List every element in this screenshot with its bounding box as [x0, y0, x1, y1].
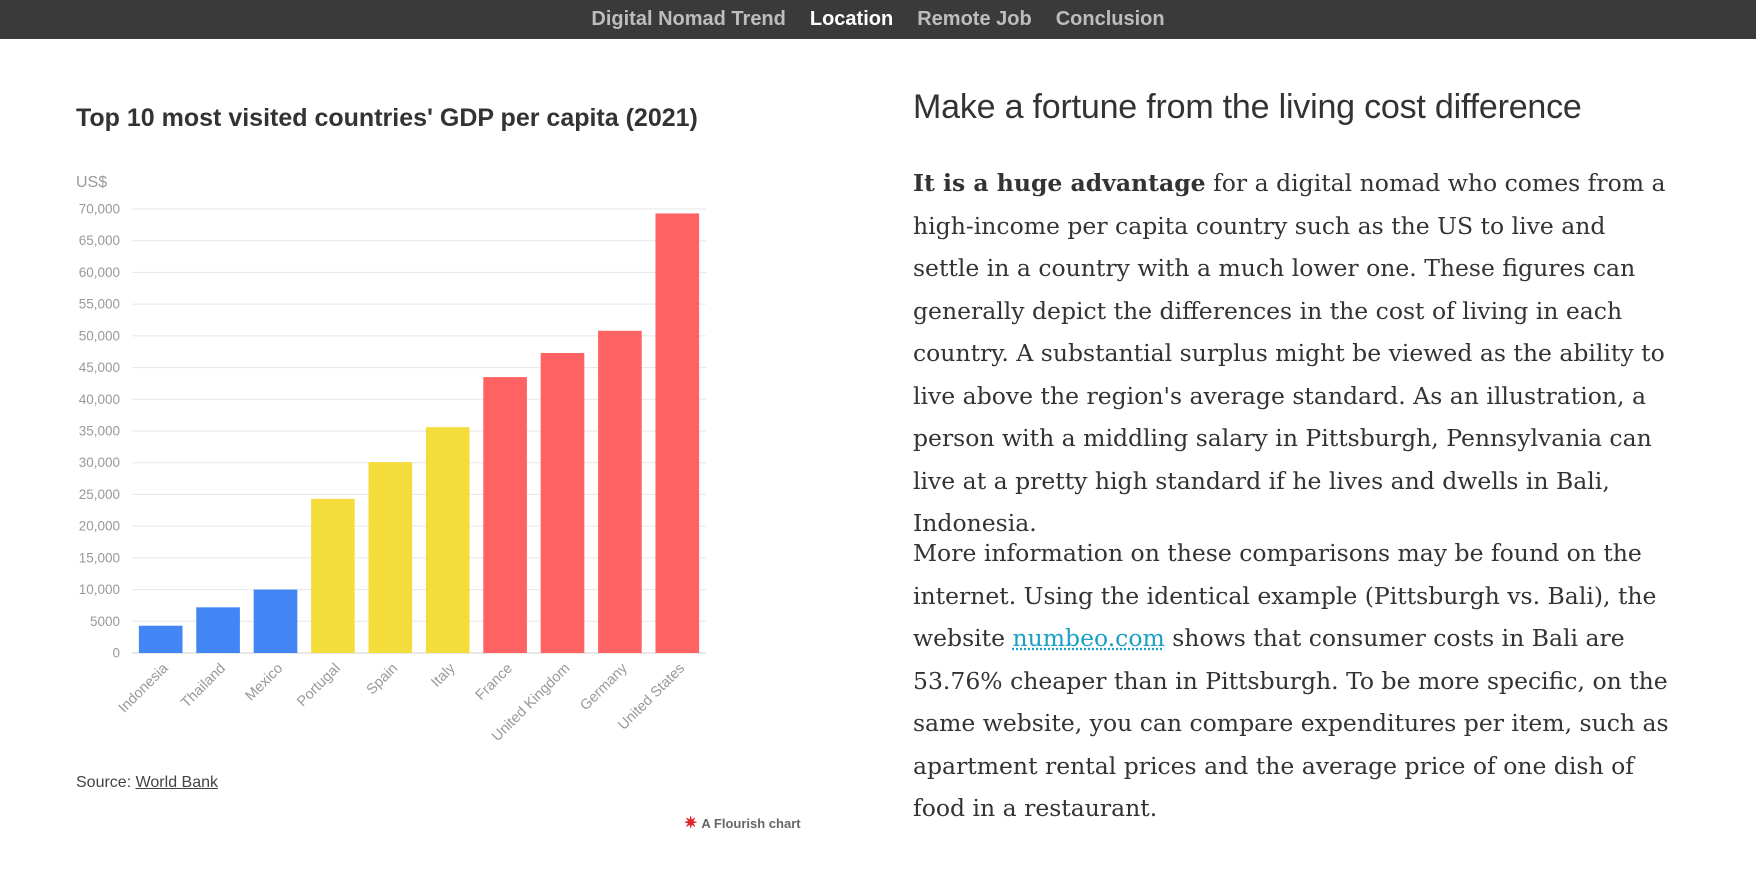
x-tick-label: Mexico: [243, 661, 287, 705]
article-heading: Make a fortune from the living cost diff…: [913, 88, 1582, 126]
gdp-bar-chart: US$ 0 5000 10,000 15,000 20,000 25,000 30,000 3…: [76, 174, 706, 745]
x-tick-label: Spain: [364, 661, 402, 699]
bar[interactable]: [483, 377, 527, 653]
y-tick-label: 55,000: [79, 297, 120, 312]
paragraph-1-text: for a digital nomad who comes from a hig…: [913, 169, 1666, 537]
paragraph-2-text-before: More information on these comparisons ma…: [913, 539, 1657, 652]
x-tick-label: Thailand: [178, 661, 229, 712]
y-tick-label: 10,000: [79, 582, 120, 597]
x-tick-label: France: [473, 661, 516, 704]
credit-label: A Flourish chart: [701, 816, 801, 831]
numbeo-link[interactable]: numbeo.com: [1012, 624, 1165, 652]
y-tick-label: 50,000: [79, 328, 120, 343]
x-tick-label: Italy: [428, 660, 459, 691]
y-tick-label: 20,000: [79, 519, 120, 534]
bar[interactable]: [598, 330, 642, 653]
x-axis-ticks: Indonesia Thailand Mexico Portugal Spain Ital…: [116, 660, 688, 745]
top-navigation: Digital Nomad Trend Location Remote Job …: [0, 0, 1756, 39]
paragraph-1: It is a huge advantage for a digital nom…: [913, 162, 1673, 545]
bar[interactable]: [196, 607, 240, 653]
bar[interactable]: [540, 352, 585, 653]
y-tick-label: 35,000: [79, 424, 120, 439]
flourish-logo-icon: ✷: [684, 815, 698, 832]
y-tick-label: 70,000: [79, 202, 120, 217]
source-prefix: Source:: [76, 774, 136, 791]
nav-conclusion[interactable]: Conclusion: [1055, 8, 1165, 30]
bars: [138, 213, 700, 653]
gridlines: [132, 208, 706, 654]
chart-source: Source: World Bank: [76, 774, 218, 792]
bar[interactable]: [368, 462, 413, 653]
flourish-credit[interactable]: ✷ A Flourish chart: [684, 815, 801, 832]
y-tick-label: 5000: [90, 614, 120, 629]
bar[interactable]: [311, 498, 355, 653]
chart-panel: Top 10 most visited countries' GDP per c…: [76, 100, 836, 840]
article: Make a fortune from the living cost diff…: [913, 88, 1703, 822]
y-tick-label: 25,000: [79, 487, 120, 502]
y-tick-label: 30,000: [79, 455, 120, 470]
paragraph-2: More information on these comparisons ma…: [913, 532, 1673, 830]
source-link[interactable]: World Bank: [135, 774, 218, 791]
paragraph-2-text-after: shows that consumer costs in Bali are 53…: [913, 624, 1669, 822]
y-tick-label: 60,000: [79, 265, 120, 280]
nav-remote-job[interactable]: Remote Job: [917, 8, 1032, 30]
nav-digital-nomad-trend[interactable]: Digital Nomad Trend: [591, 8, 786, 30]
y-axis-ticks: 0 5000 10,000 15,000 20,000 25,000 30,000 35,00…: [79, 202, 120, 661]
y-axis-label: US$: [76, 174, 107, 191]
bar[interactable]: [655, 213, 700, 653]
chart-title: Top 10 most visited countries' GDP per c…: [76, 104, 698, 132]
nav-location[interactable]: Location: [809, 8, 894, 30]
y-tick-label: 15,000: [79, 550, 120, 565]
x-tick-label: Portugal: [294, 661, 344, 711]
y-tick-label: 65,000: [79, 233, 120, 248]
paragraph-1-bold: It is a huge advantage: [913, 169, 1206, 197]
y-tick-label: 0: [112, 646, 120, 661]
x-tick-label: Indonesia: [116, 660, 172, 716]
bar[interactable]: [138, 625, 183, 653]
y-tick-label: 45,000: [79, 360, 120, 375]
y-tick-label: 40,000: [79, 392, 120, 407]
x-tick-label: Germany: [577, 660, 631, 714]
bar[interactable]: [253, 589, 298, 653]
bar[interactable]: [425, 427, 470, 653]
